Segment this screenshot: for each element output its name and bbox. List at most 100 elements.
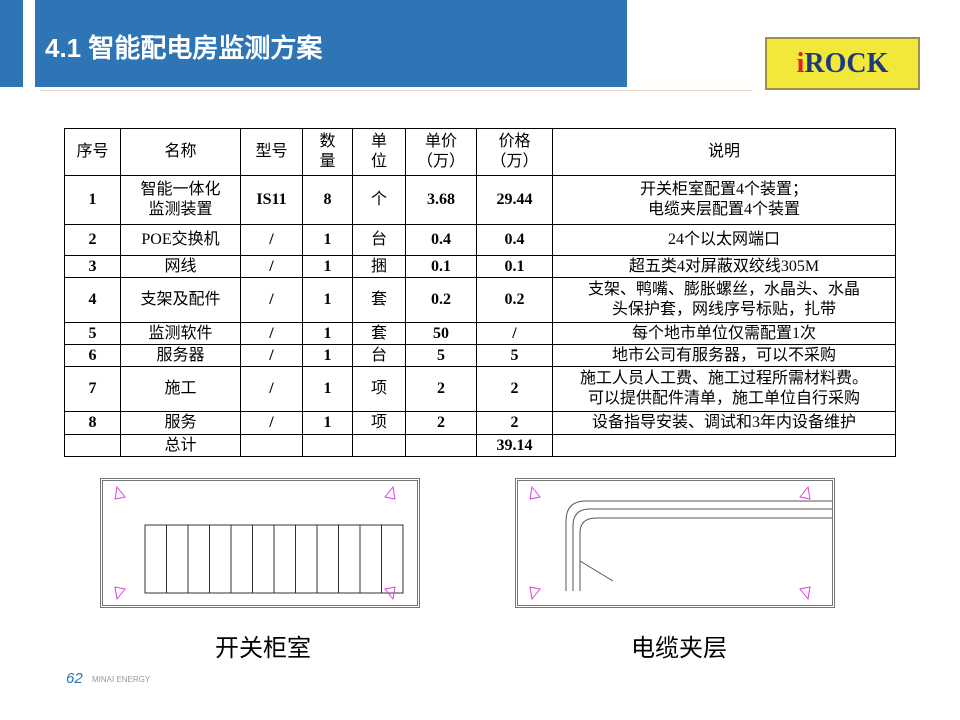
table-cell: 施工	[120, 366, 241, 412]
table-cell: 0.2	[476, 277, 553, 323]
column-header: 单价 （万）	[405, 128, 477, 176]
table-cell: 套	[352, 277, 406, 323]
camera-icon	[529, 586, 541, 601]
table-cell	[240, 434, 303, 457]
table-cell: 50	[405, 322, 477, 345]
switchgear-cabinet	[187, 524, 210, 594]
table-cell: /	[240, 344, 303, 367]
table-row: 6 服务器/1 台 5 5 地市公司有服务器，可以不采购	[64, 344, 896, 367]
column-header: 数 量	[302, 128, 353, 176]
table-cell: POE交换机	[120, 224, 241, 256]
table-cell: /	[240, 277, 303, 323]
table-row: 1 智能一体化 监测装置 IS11 8 个 3.68 29.44 开关柜室配置4个装置； 电缆…	[64, 175, 896, 225]
switchgear-cabinet	[273, 524, 296, 594]
camera-icon	[529, 485, 541, 500]
switchgear-plan	[114, 485, 404, 601]
table-cell	[405, 434, 477, 457]
switchgear-cabinet	[381, 524, 404, 594]
table-cell: 2	[476, 366, 553, 412]
table-cell: 1	[302, 224, 353, 256]
table-cell: 套	[352, 322, 406, 345]
table-cell: 1	[64, 175, 121, 225]
table-cell: 24个以太网端口	[552, 224, 896, 256]
column-header: 名称	[120, 128, 241, 176]
cost-table: 序号 名称 型号数 量单 位单价 （万） 价格 （万） 说明 1 智能一体化 监测装置 IS1…	[64, 128, 896, 457]
table-cell: 智能一体化 监测装置	[120, 175, 241, 225]
table-cell: 服务	[120, 411, 241, 435]
table-cell: 1	[302, 366, 353, 412]
table-cell: 台	[352, 224, 406, 256]
table-cell: 3	[64, 255, 121, 278]
table-cell: 1	[302, 277, 353, 323]
cable-layer-drawing	[515, 478, 835, 608]
switchgear-cabinet	[144, 524, 167, 594]
table-cell: 施工人员人工费、施工过程所需材料费。 可以提供配件清单，施工单位自行采购	[552, 366, 896, 412]
footer-brand: MINAI ENERGY	[92, 675, 151, 684]
column-header: 序号	[64, 128, 121, 176]
left-accent-bar	[0, 0, 23, 87]
switchgear-room-caption: 开关柜室	[215, 634, 311, 662]
table-cell: 项	[352, 411, 406, 435]
camera-icon	[114, 586, 126, 601]
table-cell: 设备指导安装、调试和3年内设备维护	[552, 411, 896, 435]
table-cell: 支架及配件	[120, 277, 241, 323]
table-row: 4 支架及配件/1 套 0.2 0.2 支架、鸭嘴、膨胀螺丝，水晶头、水晶 头保护套，网线…	[64, 277, 896, 323]
table-cell: IS11	[240, 175, 303, 225]
table-cell: 台	[352, 344, 406, 367]
switchgear-cabinet	[359, 524, 382, 594]
table-cell: 地市公司有服务器，可以不采购	[552, 344, 896, 367]
camera-icon	[384, 485, 396, 500]
title-bar	[35, 0, 627, 87]
page-number: 62	[66, 670, 83, 687]
table-cell	[64, 434, 121, 457]
table-cell: 8	[64, 411, 121, 435]
table-cell: 项	[352, 366, 406, 412]
table-cell: 1	[302, 344, 353, 367]
table-cell: 1	[302, 322, 353, 345]
header-row: 序号 名称 型号数 量单 位单价 （万） 价格 （万） 说明	[64, 128, 896, 176]
logo-text: ROCK	[804, 48, 889, 79]
table-row: 总计 39.14	[64, 434, 896, 457]
table-cell: 4	[64, 277, 121, 323]
table-cell: 29.44	[476, 175, 553, 225]
cable-layer-plan	[529, 485, 832, 601]
camera-icon	[799, 485, 811, 500]
table-cell: 超五类4对屏蔽双绞线305M	[552, 255, 896, 278]
table-cell: /	[240, 224, 303, 256]
table-cell: 2	[64, 224, 121, 256]
table-cell: 6	[64, 344, 121, 367]
table-cell: 1	[302, 255, 353, 278]
column-header: 单 位	[352, 128, 406, 176]
divider	[40, 90, 752, 91]
table-cell: /	[240, 255, 303, 278]
switchgear-cabinet	[209, 524, 232, 594]
column-header: 说明	[552, 128, 896, 176]
table-cell: 监测软件	[120, 322, 241, 345]
table-row: 8 服务/1 项 2 2 设备指导安装、调试和3年内设备维护	[64, 411, 896, 435]
table-cell: 支架、鸭嘴、膨胀螺丝，水晶头、水晶 头保护套，网线序号标贴，扎带	[552, 277, 896, 323]
table-cell: 网线	[120, 255, 241, 278]
table-cell: 捆	[352, 255, 406, 278]
table-cell: /	[240, 366, 303, 412]
table-cell: 个	[352, 175, 406, 225]
camera-icon	[114, 485, 126, 500]
table-cell: 每个地市单位仅需配置1次	[552, 322, 896, 345]
table-cell: 2	[405, 366, 477, 412]
switchgear-cabinet	[252, 524, 275, 594]
page-title: 4.1 智能配电房监测方案	[45, 33, 323, 63]
table-row: 2 POE交换机/1 台 0.4 0.4 24个以太网端口	[64, 224, 896, 256]
table-cell: 39.14	[476, 434, 553, 457]
table-row: 7 施工/1 项 2 2 施工人员人工费、施工过程所需材料费。 可以提供配件清单，施工单位…	[64, 366, 896, 412]
logo-i: i	[796, 48, 805, 79]
table-cell: 5	[476, 344, 553, 367]
table-cell: /	[476, 322, 553, 345]
table-cell	[302, 434, 353, 457]
switchgear-cabinet	[338, 524, 361, 594]
table-cell: 总计	[120, 434, 241, 457]
table-cell: 2	[476, 411, 553, 435]
table-cell: 开关柜室配置4个装置； 电缆夹层配置4个装置	[552, 175, 896, 225]
table-cell: 8	[302, 175, 353, 225]
switchgear-room-drawing	[100, 478, 420, 608]
table-cell: 0.2	[405, 277, 477, 323]
table-cell: 0.4	[405, 224, 477, 256]
